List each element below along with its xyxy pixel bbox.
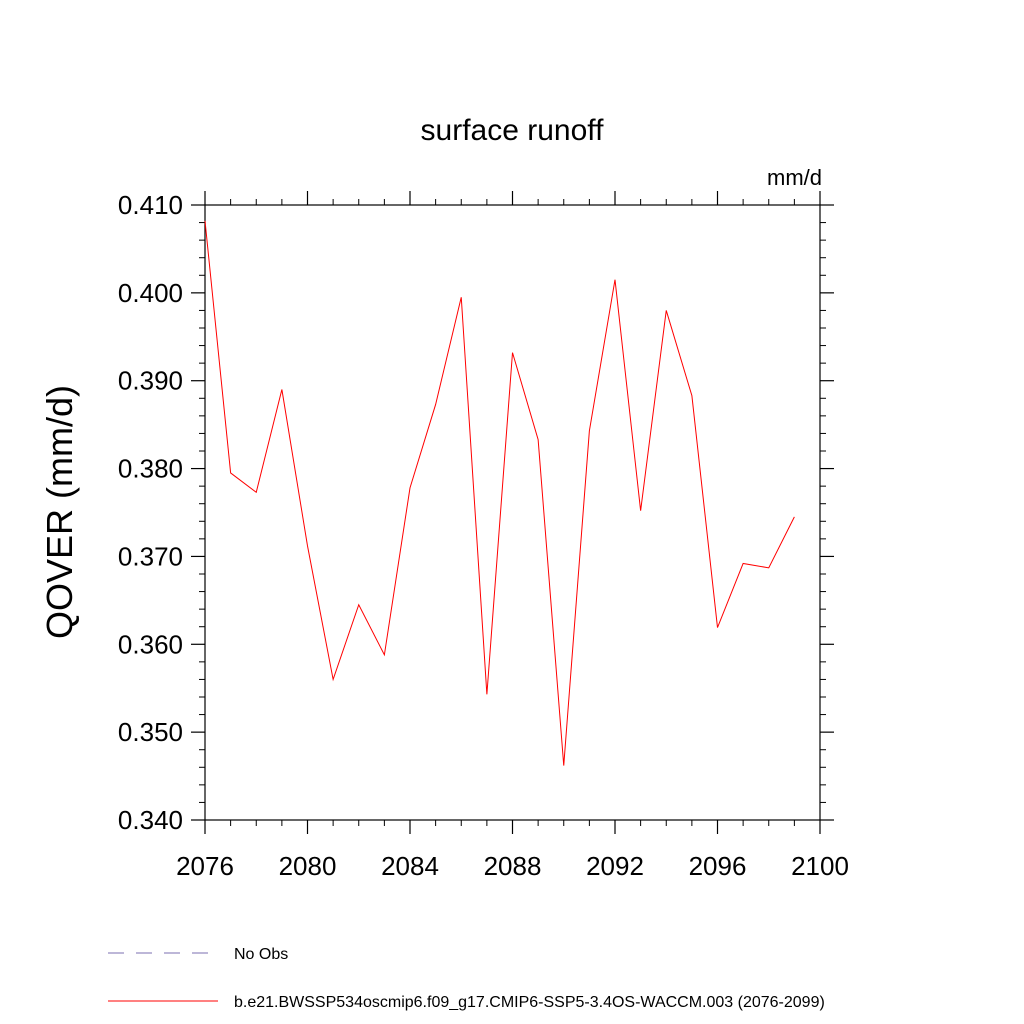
units-label: mm/d	[767, 165, 822, 190]
x-tick-label: 2096	[689, 851, 747, 881]
x-tick-label: 2084	[381, 851, 439, 881]
y-axis-label: QOVER (mm/d)	[39, 385, 80, 639]
x-tick-label: 2092	[586, 851, 644, 881]
series-layer	[204, 220, 795, 766]
y-tick-label: 0.360	[118, 629, 183, 659]
x-tick-label: 2088	[484, 851, 542, 881]
y-tick-label: 0.370	[118, 541, 183, 571]
legend: No Obs b.e21.BWSSP534oscmip6.f09_g17.CMI…	[108, 946, 825, 1011]
series-line-0	[204, 220, 795, 766]
legend-label-model-run: b.e21.BWSSP534oscmip6.f09_g17.CMIP6-SSP5…	[234, 994, 825, 1011]
y-tick-label: 0.410	[118, 190, 183, 220]
y-tick-label: 0.340	[118, 805, 183, 835]
plot-frame	[204, 204, 821, 821]
y-tick-label: 0.380	[118, 454, 183, 484]
y-tick-label: 0.390	[118, 366, 183, 396]
legend-label-no-obs: No Obs	[234, 946, 288, 963]
x-tick-label: 2080	[279, 851, 337, 881]
chart-title: surface runoff	[421, 114, 605, 147]
x-axis-ticks: 2076 2080 2084 2088 2092 2096 2100	[176, 191, 849, 881]
y-axis-ticks: 0.340 0.350 0.360 0.370 0.380 0.390 0.400 0.410	[118, 190, 834, 835]
y-tick-label: 0.400	[118, 278, 183, 308]
y-tick-label: 0.350	[118, 717, 183, 747]
x-tick-label: 2100	[791, 851, 849, 881]
x-tick-label: 2076	[176, 851, 234, 881]
